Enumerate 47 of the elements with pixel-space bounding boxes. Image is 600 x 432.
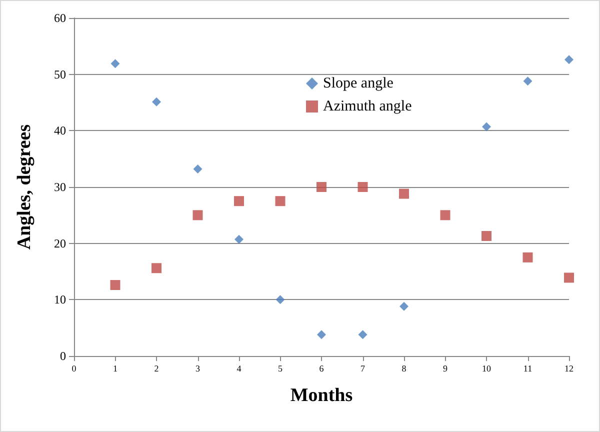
- x-tick-label: 1: [113, 364, 118, 374]
- point: [234, 196, 244, 206]
- point: [400, 302, 408, 311]
- point: [358, 330, 368, 340]
- x-tick-label: 2: [154, 364, 159, 374]
- x-tick-label: 3: [196, 364, 200, 374]
- y-tick-label: 60: [54, 11, 66, 25]
- x-tick-label: 4: [236, 364, 242, 374]
- y-tick-label: 0: [60, 349, 66, 363]
- x-tick-label: 0: [72, 364, 77, 374]
- point: [317, 330, 326, 340]
- x-tick-label: 6: [319, 364, 324, 374]
- point: [316, 182, 326, 192]
- legend-label: Azimuth angle: [323, 98, 412, 114]
- y-axis-title: Angles, degrees: [14, 124, 35, 250]
- x-tick-label: 10: [482, 364, 492, 374]
- x-tick-label: 8: [402, 364, 407, 374]
- y-tick-label: 40: [54, 124, 66, 138]
- point: [193, 164, 202, 174]
- x-tick-label: 5: [278, 364, 283, 374]
- point: [110, 280, 120, 290]
- point: [482, 122, 491, 132]
- point: [276, 295, 285, 304]
- point: [440, 210, 450, 220]
- point: [110, 59, 120, 68]
- point: [564, 55, 574, 64]
- x-tick-label: 11: [523, 364, 532, 374]
- point: [358, 182, 368, 192]
- point: [564, 272, 574, 283]
- y-tick-label: 50: [54, 67, 66, 82]
- legend-label: Slope angle: [323, 76, 394, 92]
- point: [234, 234, 244, 244]
- x-tick-label: 12: [564, 364, 574, 374]
- y-tick-label: 10: [54, 292, 66, 307]
- point: [523, 76, 532, 86]
- x-tick-label: 9: [443, 364, 448, 374]
- x-axis-title: Months: [290, 385, 353, 406]
- y-tick-label: 30: [54, 180, 66, 194]
- point: [152, 263, 162, 274]
- point: [152, 97, 161, 106]
- point: [482, 231, 492, 242]
- x-tick-label: 7: [360, 364, 366, 374]
- point: [275, 196, 286, 206]
- point: [399, 188, 409, 199]
- point: [522, 252, 533, 262]
- y-tick-label: 20: [54, 236, 66, 250]
- point: [192, 210, 203, 220]
